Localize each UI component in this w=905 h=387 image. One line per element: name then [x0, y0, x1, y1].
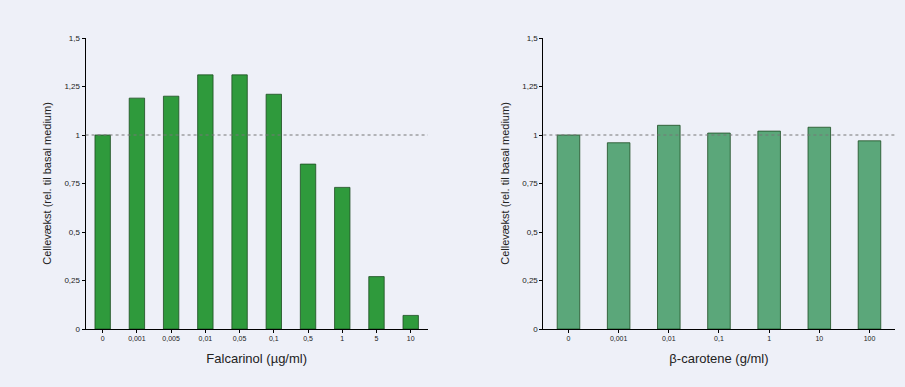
svg-text:Cellevækst (rel. til basal med: Cellevækst (rel. til basal medium) [41, 102, 53, 265]
svg-text:10: 10 [815, 335, 823, 342]
svg-text:5: 5 [375, 335, 379, 342]
svg-text:1,5: 1,5 [69, 34, 81, 43]
svg-text:0,5: 0,5 [527, 228, 539, 237]
svg-text:1,5: 1,5 [527, 34, 539, 43]
svg-text:10: 10 [407, 335, 415, 342]
svg-text:0: 0 [533, 325, 538, 334]
svg-text:0: 0 [567, 335, 571, 342]
svg-text:1,25: 1,25 [522, 82, 538, 91]
svg-text:0,25: 0,25 [522, 276, 538, 285]
svg-text:0,1: 0,1 [714, 335, 724, 342]
svg-text:1: 1 [340, 335, 344, 342]
svg-text:1: 1 [76, 131, 81, 140]
svg-text:100: 100 [864, 335, 876, 342]
svg-text:0,25: 0,25 [64, 276, 80, 285]
svg-text:0,05: 0,05 [233, 335, 247, 342]
svg-text:0,75: 0,75 [522, 179, 538, 188]
svg-text:1,25: 1,25 [64, 82, 80, 91]
svg-text:0,001: 0,001 [128, 335, 146, 342]
svg-text:Cellevækst (rel. til basal med: Cellevækst (rel. til basal medium) [499, 102, 511, 265]
svg-text:0,1: 0,1 [269, 335, 279, 342]
svg-text:0,01: 0,01 [199, 335, 213, 342]
svg-text:0,01: 0,01 [662, 335, 676, 342]
svg-text:0,001: 0,001 [610, 335, 628, 342]
svg-text:0: 0 [101, 335, 105, 342]
svg-text:0,5: 0,5 [303, 335, 313, 342]
svg-text:0: 0 [76, 325, 81, 334]
svg-text:0,005: 0,005 [162, 335, 180, 342]
svg-text:1: 1 [767, 335, 771, 342]
svg-text:Falcarinol (µg/ml): Falcarinol (µg/ml) [206, 351, 307, 366]
svg-text:0,5: 0,5 [69, 228, 81, 237]
svg-text:1: 1 [533, 131, 538, 140]
svg-text:0,75: 0,75 [64, 179, 80, 188]
svg-text:β-carotene (g/ml): β-carotene (g/ml) [669, 351, 768, 366]
